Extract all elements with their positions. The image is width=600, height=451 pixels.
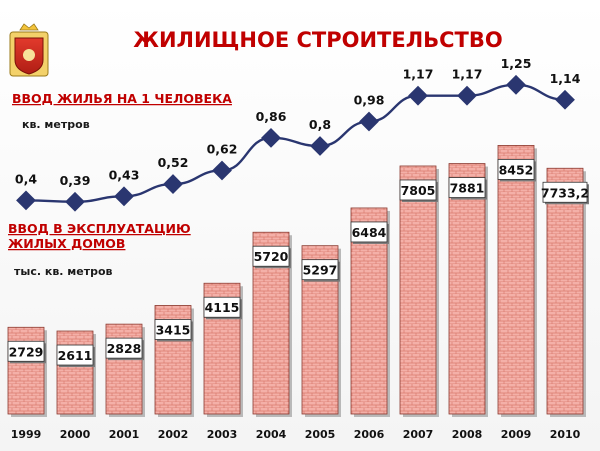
x-tick-label: 2009 — [501, 428, 532, 441]
bar-value-label: 7733,2 — [541, 185, 589, 200]
per-capita-unit: кв. метров — [22, 118, 90, 131]
x-tick-label: 2010 — [550, 428, 581, 441]
bar-series: 2729 2611 2828 3415 4115 5720 5297 6484 7805 7881… — [7, 145, 589, 417]
bar — [399, 165, 437, 415]
x-tick-label: 2007 — [403, 428, 434, 441]
point-marker — [555, 89, 575, 110]
point-marker — [408, 85, 428, 106]
point-value-label: 0,86 — [256, 109, 287, 124]
x-tick-label: 2001 — [109, 428, 140, 441]
point-value-label: 0,98 — [354, 93, 385, 108]
bar — [448, 163, 486, 415]
bar-label-box — [7, 340, 45, 362]
bar-value-label: 2828 — [107, 341, 142, 356]
point-value-label: 0,39 — [60, 173, 91, 188]
bar-label-box — [252, 245, 290, 267]
bar — [546, 167, 584, 415]
point-value-label: 0,8 — [309, 117, 331, 132]
bar-label-box — [448, 177, 486, 198]
point-marker — [65, 191, 85, 212]
bar — [56, 330, 94, 415]
bar-value-label: 3415 — [156, 322, 191, 337]
x-tick-label: 2000 — [60, 428, 91, 441]
point-value-label: 0,62 — [207, 141, 238, 156]
bar-label-box — [56, 344, 94, 366]
commissioning-unit: тыс. кв. метров — [14, 265, 113, 278]
bar — [105, 323, 143, 415]
bar-value-label: 7805 — [401, 183, 436, 198]
bar-value-label: 4115 — [205, 300, 240, 315]
commissioning-heading-line1: ВВОД В ЭКСПЛУАТАЦИЮ — [8, 221, 191, 236]
x-axis-labels: 1999 2000 2001 2002 2003 2004 2005 2006 2007 2008… — [11, 428, 581, 441]
point-marker — [506, 74, 526, 95]
page-title: ЖИЛИЩНОЕ СТРОИТЕЛЬСТВО — [133, 28, 503, 52]
bar-label-box — [350, 221, 388, 243]
bar-value-label: 7881 — [450, 181, 485, 196]
x-tick-label: 2008 — [452, 428, 483, 441]
point-value-label: 1,17 — [452, 67, 483, 82]
x-tick-label: 2003 — [207, 428, 238, 441]
point-value-label: 1,25 — [501, 56, 532, 71]
x-tick-label: 2002 — [158, 428, 189, 441]
bar-value-label: 8452 — [499, 162, 534, 177]
bar-value-label: 2611 — [58, 348, 93, 363]
bar-value-label: 5720 — [254, 249, 289, 264]
bar — [7, 326, 45, 415]
line-series: 0,4 0,39 0,43 0,52 0,62 0,86 0,8 0,98 1,17 1,17 1,… — [15, 56, 581, 212]
point-value-label: 0,43 — [109, 167, 140, 182]
point-marker — [457, 85, 477, 106]
point-marker — [359, 111, 379, 132]
point-marker — [114, 186, 134, 207]
point-marker — [163, 174, 183, 194]
x-tick-label: 2005 — [305, 428, 336, 441]
point-marker — [212, 160, 232, 181]
x-tick-label: 2004 — [256, 428, 287, 441]
point-value-label: 1,17 — [403, 67, 434, 82]
bar — [497, 145, 535, 415]
commissioning-heading-line2: ЖИЛЫХ ДОМОВ — [8, 236, 125, 251]
point-marker — [16, 190, 36, 211]
bar-label-box — [105, 337, 143, 359]
bar-label-box — [399, 179, 437, 201]
x-tick-label: 1999 — [11, 428, 42, 441]
point-value-label: 0,52 — [158, 155, 189, 170]
bar-value-label: 6484 — [352, 225, 387, 240]
bar-label-box — [497, 159, 535, 180]
point-marker — [261, 127, 281, 148]
bar-label-box — [154, 319, 192, 340]
bar-label-box — [203, 296, 241, 318]
bar-value-label: 2729 — [9, 344, 44, 359]
bar-label-box — [301, 259, 339, 281]
coat-of-arms-icon — [9, 23, 49, 77]
point-marker — [310, 136, 330, 156]
per-capita-heading: ВВОД ЖИЛЬЯ НА 1 ЧЕЛОВЕКА — [12, 91, 232, 106]
x-tick-label: 2006 — [354, 428, 385, 441]
bar-label-box — [542, 181, 588, 203]
point-value-label: 0,4 — [15, 171, 37, 186]
point-value-label: 1,14 — [550, 71, 581, 86]
bar-value-label: 5297 — [303, 263, 338, 278]
